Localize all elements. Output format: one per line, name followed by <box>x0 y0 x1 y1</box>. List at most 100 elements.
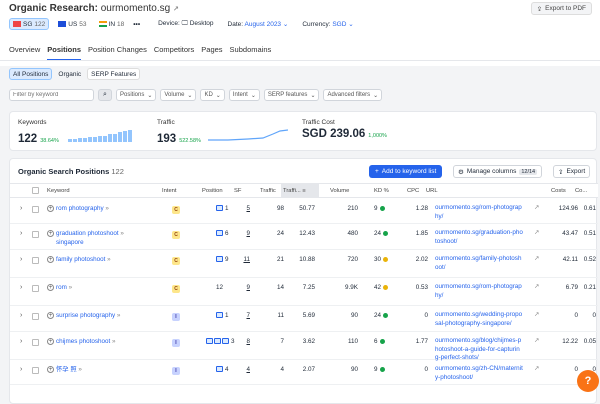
keyword-cell[interactable]: + graduation photoshoot » singapore <box>47 230 124 248</box>
volume-filter[interactable]: Volume ⌄ <box>160 89 197 101</box>
url-cell[interactable]: ourmomento.sg/rom-photograp hy/ <box>435 204 522 220</box>
sf-cell[interactable]: 7 <box>246 312 250 319</box>
double-chevron-icon[interactable]: » <box>112 338 116 346</box>
external-link-icon[interactable]: ↗ <box>534 337 540 344</box>
col-position[interactable]: Position <box>202 188 223 194</box>
device-selector[interactable]: Device: 🖵 Desktop <box>158 20 214 27</box>
expand-chevron-icon[interactable]: › <box>20 205 23 212</box>
col-traffic-pct[interactable]: Traffi... ≡ <box>281 184 319 198</box>
sf-cell[interactable]: 11 <box>243 256 250 263</box>
url-cell[interactable]: ourmomento.sg/wedding-propo sal-photograp… <box>435 311 523 327</box>
kd-filter[interactable]: KD ⌄ <box>200 89 225 101</box>
export-button[interactable]: ⇪ Export <box>553 165 591 178</box>
keyword-link[interactable]: 怀孕 照 <box>56 366 77 374</box>
col-cpc[interactable]: CPC <box>407 188 420 194</box>
url-cell[interactable]: ourmomento.sg/family-photosh oot/ <box>435 255 522 271</box>
url-cell[interactable]: ourmomento.sg/graduation-pho toshoot/ <box>435 229 523 245</box>
col-costs[interactable]: Costs <box>551 188 566 194</box>
keyword-link[interactable]: chijmes photoshoot <box>56 338 111 346</box>
tab-position-changes[interactable]: Position Changes <box>88 45 147 54</box>
add-keyword-icon[interactable]: + <box>47 230 54 237</box>
keyword-cell[interactable]: + 怀孕 照 » <box>47 366 82 375</box>
external-link-icon[interactable]: ↗ <box>534 229 540 236</box>
table-row[interactable]: › + family photoshoot » C 9 11 21 10.88 720 30 2.0… <box>10 250 598 278</box>
external-link-icon[interactable]: ↗ <box>534 283 540 290</box>
keyword-link[interactable]: family photoshoot <box>56 256 106 264</box>
more-databases-button[interactable]: ••• <box>133 20 141 28</box>
double-chevron-icon[interactable]: » <box>78 366 82 374</box>
row-checkbox[interactable] <box>32 257 39 264</box>
traffic-card[interactable]: Traffic 193 522.58% <box>157 119 288 145</box>
sf-cell[interactable]: 4 <box>246 366 250 373</box>
sf-cell[interactable]: 9 <box>246 284 250 291</box>
tab-competitors[interactable]: Competitors <box>153 45 195 54</box>
table-row[interactable]: › + 怀孕 照 » I 4 4 4 2.07 90 9 0 ourmomento.sg/zh-CN/… <box>10 360 598 385</box>
select-all-checkbox[interactable] <box>32 187 39 194</box>
keyword-link-line2[interactable]: singapore <box>56 238 84 246</box>
keyword-link[interactable]: rom photography <box>56 205 104 213</box>
add-to-keyword-list-button[interactable]: + Add to keyword list <box>369 165 443 178</box>
traffic-cost-card[interactable]: Traffic Cost SGD 239.06 1,000% <box>302 119 387 140</box>
row-checkbox[interactable] <box>32 285 39 292</box>
tab-pages[interactable]: Pages <box>201 45 223 54</box>
external-link-icon[interactable]: ↗ <box>534 311 540 318</box>
col-intent[interactable]: Intent <box>162 188 177 194</box>
sf-cell[interactable]: 8 <box>246 338 250 345</box>
double-chevron-icon[interactable]: » <box>116 312 121 320</box>
col-volume[interactable]: Volume <box>330 188 350 194</box>
table-row[interactable]: › + rom photography » C 1 5 98 50.77 210 9 1.28 our… <box>10 199 598 224</box>
table-row[interactable]: › + chijmes photoshoot » I 3 8 7 3.62 110 6 1.77 ou… <box>10 332 598 361</box>
row-checkbox[interactable] <box>32 231 39 238</box>
keyword-cell[interactable]: + family photoshoot » <box>47 256 111 265</box>
subtab-all-positions[interactable]: All Positions <box>9 68 53 80</box>
database-sg[interactable]: SG 122 <box>9 18 50 30</box>
col-kd[interactable]: KD % <box>374 188 389 194</box>
col-url[interactable]: URL <box>426 188 438 194</box>
advanced-filters[interactable]: Advanced filters ⌄ <box>323 89 383 101</box>
external-link-icon[interactable]: ↗ <box>534 204 540 211</box>
add-keyword-icon[interactable]: + <box>47 205 54 212</box>
double-chevron-icon[interactable]: » <box>120 230 124 238</box>
sf-cell[interactable]: 9 <box>246 230 250 237</box>
subtab-serp-features[interactable]: SERP Features <box>87 68 141 80</box>
external-link-icon[interactable]: ↗ <box>534 365 540 372</box>
tab-subdomains[interactable]: Subdomains <box>229 45 272 54</box>
expand-chevron-icon[interactable]: › <box>20 284 23 291</box>
double-chevron-icon[interactable]: » <box>107 256 111 264</box>
add-keyword-icon[interactable]: + <box>47 284 54 291</box>
external-link-icon[interactable]: ↗ <box>172 6 179 13</box>
keywords-card[interactable]: Keywords 122 38.64% <box>18 119 138 145</box>
col-com[interactable]: Co... <box>575 188 588 194</box>
keyword-cell[interactable]: + rom photography » <box>47 205 109 214</box>
database-us[interactable]: US 53 <box>55 18 89 30</box>
intent-filter[interactable]: Intent ⌄ <box>228 89 260 101</box>
double-chevron-icon[interactable]: » <box>68 284 73 292</box>
row-checkbox[interactable] <box>32 339 39 346</box>
col-keyword[interactable]: Keyword <box>47 188 70 194</box>
expand-chevron-icon[interactable]: › <box>20 338 23 345</box>
row-checkbox[interactable] <box>32 206 39 213</box>
row-checkbox[interactable] <box>32 367 39 374</box>
expand-chevron-icon[interactable]: › <box>20 230 23 237</box>
expand-chevron-icon[interactable]: › <box>20 256 23 263</box>
expand-chevron-icon[interactable]: › <box>20 312 23 319</box>
manage-columns-button[interactable]: ⚙ Manage columns 12/14 <box>453 165 543 178</box>
table-row[interactable]: › + surprise photography » I 1 7 11 5.69 90 24 0 ou… <box>10 306 598 332</box>
export-pdf-button[interactable]: ⇪ Export to PDF <box>530 2 592 15</box>
keyword-cell[interactable]: + chijmes photoshoot » <box>47 338 116 347</box>
table-row[interactable]: › + rom » C 12 9 14 7.25 9.9K 42 0.53 ourmomento.sg… <box>10 278 598 306</box>
tab-positions[interactable]: Positions <box>47 45 82 61</box>
domain-name[interactable]: ourmomento.sg <box>100 3 171 14</box>
subtab-organic[interactable]: Organic <box>58 70 82 78</box>
database-in[interactable]: IN 18 <box>96 18 128 30</box>
double-chevron-icon[interactable]: » <box>105 205 109 213</box>
keyword-cell[interactable]: + rom » <box>47 284 72 293</box>
table-row[interactable]: › + graduation photoshoot » singapore C 6 9 24 1… <box>10 224 598 250</box>
external-link-icon[interactable]: ↗ <box>534 255 540 262</box>
keyword-cell[interactable]: + surprise photography » <box>47 312 120 321</box>
row-checkbox[interactable] <box>32 313 39 320</box>
url-cell[interactable]: ourmomento.sg/rom-photograp hy/ <box>435 283 522 299</box>
search-icon[interactable]: ⌕ <box>98 89 112 101</box>
currency-selector[interactable]: Currency: SGD ⌄ <box>302 21 354 28</box>
add-keyword-icon[interactable]: + <box>47 256 54 263</box>
